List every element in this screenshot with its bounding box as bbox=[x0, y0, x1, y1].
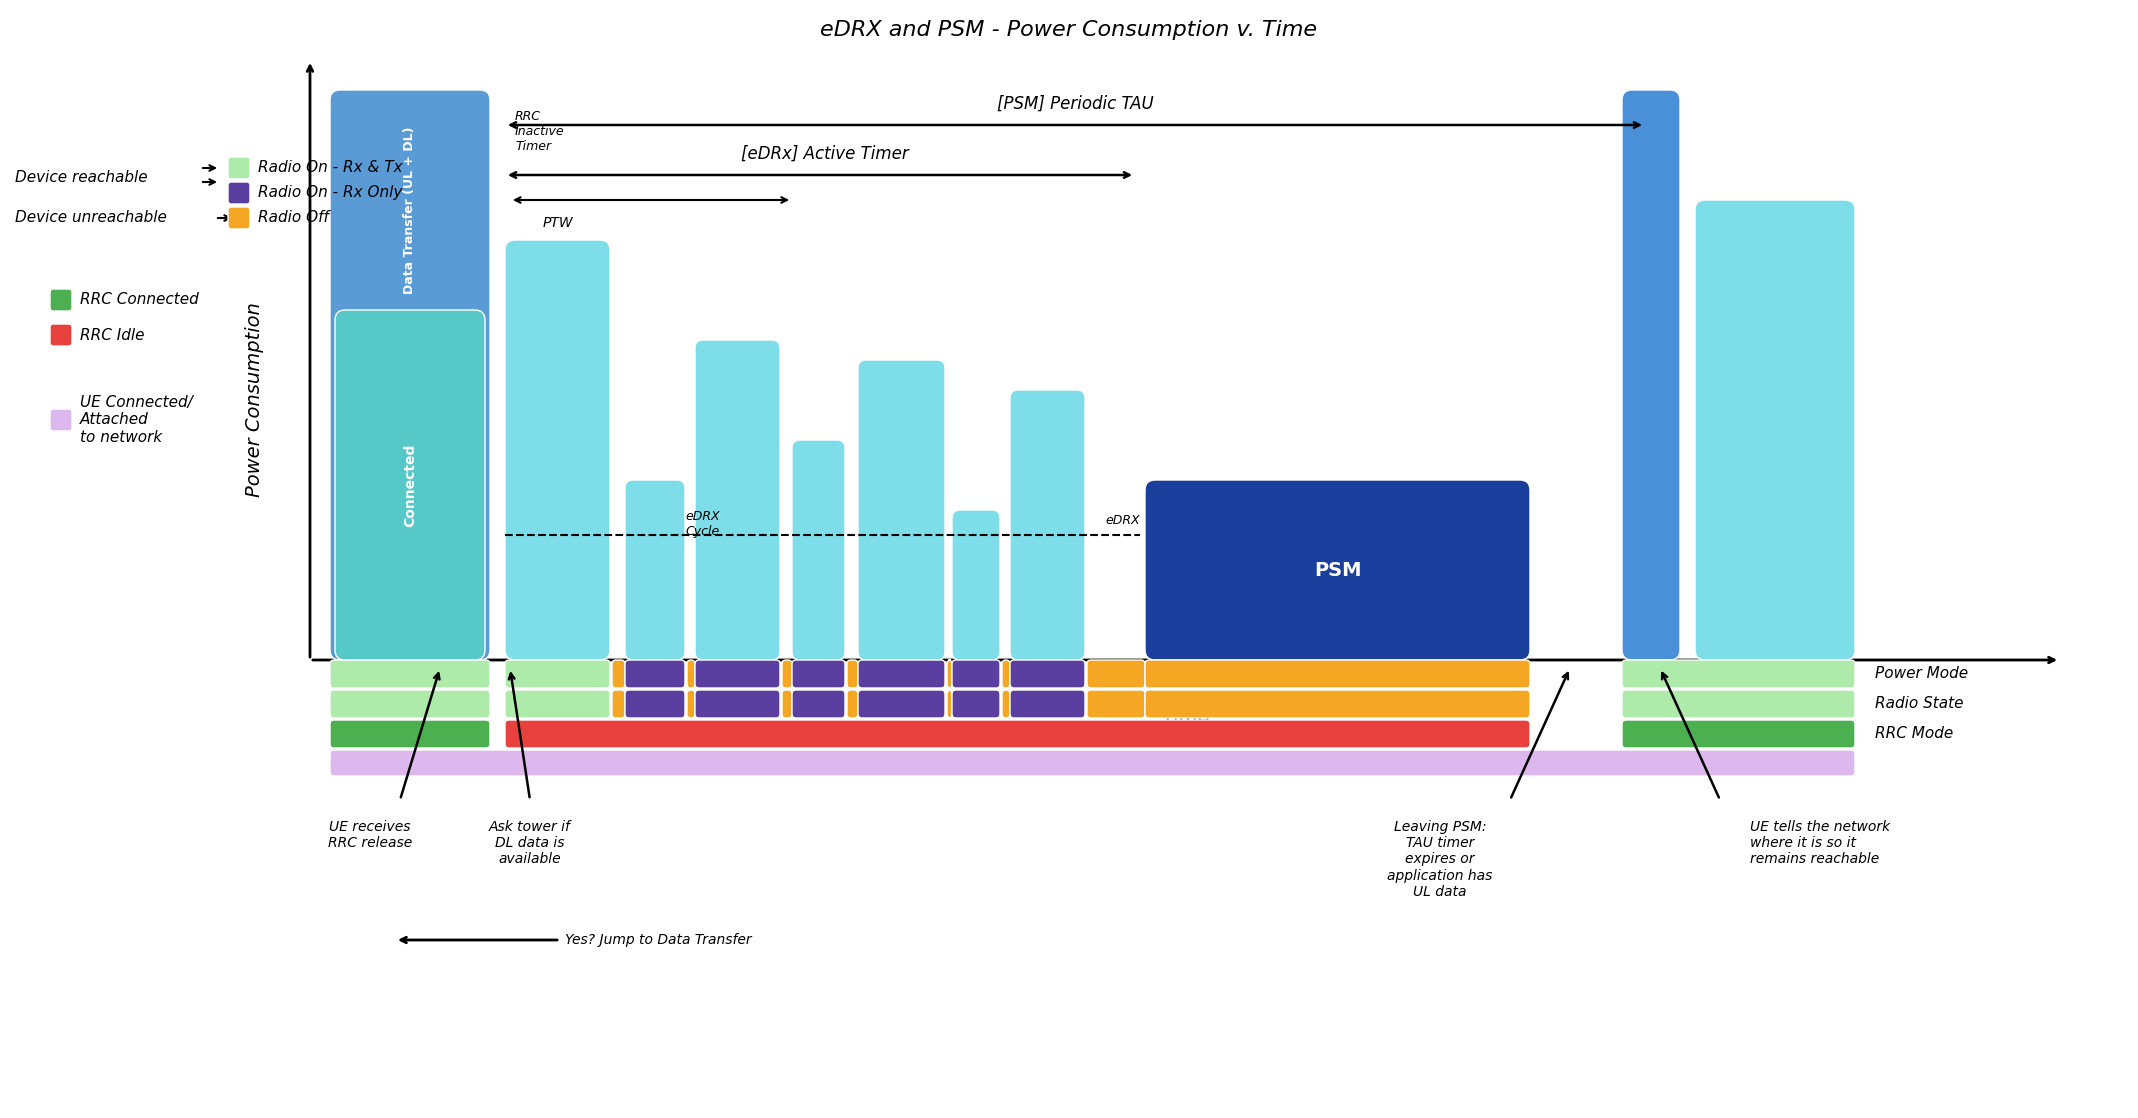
FancyBboxPatch shape bbox=[505, 720, 1531, 748]
FancyBboxPatch shape bbox=[329, 720, 490, 748]
FancyBboxPatch shape bbox=[791, 660, 845, 688]
FancyBboxPatch shape bbox=[329, 690, 490, 718]
Text: Radio Off: Radio Off bbox=[259, 210, 329, 226]
FancyBboxPatch shape bbox=[1623, 720, 1856, 748]
Text: Ask tower if
DL data is
available: Ask tower if DL data is available bbox=[490, 819, 571, 866]
FancyBboxPatch shape bbox=[505, 660, 609, 688]
Text: RRC Mode: RRC Mode bbox=[1875, 727, 1954, 741]
FancyBboxPatch shape bbox=[857, 690, 945, 718]
FancyBboxPatch shape bbox=[857, 660, 945, 688]
Text: Data Transfer (UL + DL): Data Transfer (UL + DL) bbox=[404, 126, 417, 294]
FancyBboxPatch shape bbox=[951, 660, 1001, 688]
FancyBboxPatch shape bbox=[695, 690, 780, 718]
FancyBboxPatch shape bbox=[49, 324, 73, 345]
FancyBboxPatch shape bbox=[847, 690, 857, 718]
FancyBboxPatch shape bbox=[611, 690, 624, 718]
FancyBboxPatch shape bbox=[686, 690, 695, 718]
FancyBboxPatch shape bbox=[336, 310, 485, 660]
Text: Device unreachable: Device unreachable bbox=[15, 210, 167, 226]
FancyBboxPatch shape bbox=[505, 240, 609, 660]
FancyBboxPatch shape bbox=[791, 440, 845, 660]
Text: Radio On - Rx Only: Radio On - Rx Only bbox=[259, 186, 402, 200]
Text: Connected: Connected bbox=[402, 444, 417, 527]
FancyBboxPatch shape bbox=[1009, 660, 1084, 688]
Text: Time: Time bbox=[1161, 711, 1210, 730]
FancyBboxPatch shape bbox=[695, 340, 780, 660]
Text: [eDRx] Active Timer: [eDRx] Active Timer bbox=[742, 145, 909, 163]
FancyBboxPatch shape bbox=[624, 660, 684, 688]
FancyBboxPatch shape bbox=[1695, 200, 1856, 660]
Text: PTW: PTW bbox=[543, 216, 573, 230]
FancyBboxPatch shape bbox=[229, 157, 250, 179]
Text: Power Consumption: Power Consumption bbox=[246, 303, 265, 498]
Text: RRC
Inactive
Timer: RRC Inactive Timer bbox=[515, 110, 564, 153]
Text: [PSM] Periodic TAU: [PSM] Periodic TAU bbox=[996, 95, 1152, 113]
FancyBboxPatch shape bbox=[1146, 690, 1531, 718]
FancyBboxPatch shape bbox=[686, 660, 695, 688]
FancyBboxPatch shape bbox=[611, 660, 624, 688]
FancyBboxPatch shape bbox=[783, 660, 791, 688]
FancyBboxPatch shape bbox=[947, 690, 951, 718]
FancyBboxPatch shape bbox=[49, 409, 73, 432]
FancyBboxPatch shape bbox=[505, 690, 609, 718]
Text: Radio On - Rx & Tx: Radio On - Rx & Tx bbox=[259, 161, 402, 176]
Text: RRC Idle: RRC Idle bbox=[79, 328, 145, 342]
Text: RRC Connected: RRC Connected bbox=[79, 293, 199, 307]
Text: UE receives
RRC release: UE receives RRC release bbox=[327, 819, 413, 850]
FancyBboxPatch shape bbox=[783, 690, 791, 718]
FancyBboxPatch shape bbox=[229, 207, 250, 229]
Text: eDRX
Cycle: eDRX Cycle bbox=[684, 510, 721, 538]
Text: UE tells the network
where it is so it
remains reachable: UE tells the network where it is so it r… bbox=[1751, 819, 1890, 866]
Text: Radio State: Radio State bbox=[1875, 697, 1963, 711]
FancyBboxPatch shape bbox=[1623, 91, 1680, 660]
Text: eDRX and PSM - Power Consumption v. Time: eDRX and PSM - Power Consumption v. Time bbox=[821, 20, 1317, 40]
FancyBboxPatch shape bbox=[49, 288, 73, 311]
Text: eDRX: eDRX bbox=[1105, 514, 1140, 527]
Text: Leaving PSM:
TAU timer
expires or
application has
UL data: Leaving PSM: TAU timer expires or applic… bbox=[1388, 819, 1492, 899]
FancyBboxPatch shape bbox=[1003, 660, 1009, 688]
FancyBboxPatch shape bbox=[329, 750, 1856, 776]
FancyBboxPatch shape bbox=[951, 510, 1001, 660]
FancyBboxPatch shape bbox=[329, 91, 490, 660]
FancyBboxPatch shape bbox=[857, 360, 945, 660]
FancyBboxPatch shape bbox=[1623, 660, 1856, 688]
FancyBboxPatch shape bbox=[1146, 660, 1531, 688]
FancyBboxPatch shape bbox=[1623, 690, 1856, 718]
Text: Power Mode: Power Mode bbox=[1875, 666, 1969, 682]
Text: Yes? Jump to Data Transfer: Yes? Jump to Data Transfer bbox=[564, 934, 753, 947]
Text: Device reachable: Device reachable bbox=[15, 171, 148, 186]
FancyBboxPatch shape bbox=[847, 660, 857, 688]
FancyBboxPatch shape bbox=[229, 182, 250, 203]
FancyBboxPatch shape bbox=[329, 660, 490, 688]
FancyBboxPatch shape bbox=[1009, 390, 1084, 660]
FancyBboxPatch shape bbox=[624, 480, 684, 660]
FancyBboxPatch shape bbox=[951, 690, 1001, 718]
Text: UE Connected/
Attached
to network: UE Connected/ Attached to network bbox=[79, 395, 192, 445]
FancyBboxPatch shape bbox=[1003, 690, 1009, 718]
FancyBboxPatch shape bbox=[695, 660, 780, 688]
Text: PSM: PSM bbox=[1313, 560, 1362, 579]
FancyBboxPatch shape bbox=[947, 660, 951, 688]
FancyBboxPatch shape bbox=[624, 690, 684, 718]
FancyBboxPatch shape bbox=[791, 690, 845, 718]
FancyBboxPatch shape bbox=[1009, 690, 1084, 718]
FancyBboxPatch shape bbox=[1086, 660, 1146, 688]
FancyBboxPatch shape bbox=[1086, 690, 1146, 718]
FancyBboxPatch shape bbox=[1146, 480, 1531, 660]
